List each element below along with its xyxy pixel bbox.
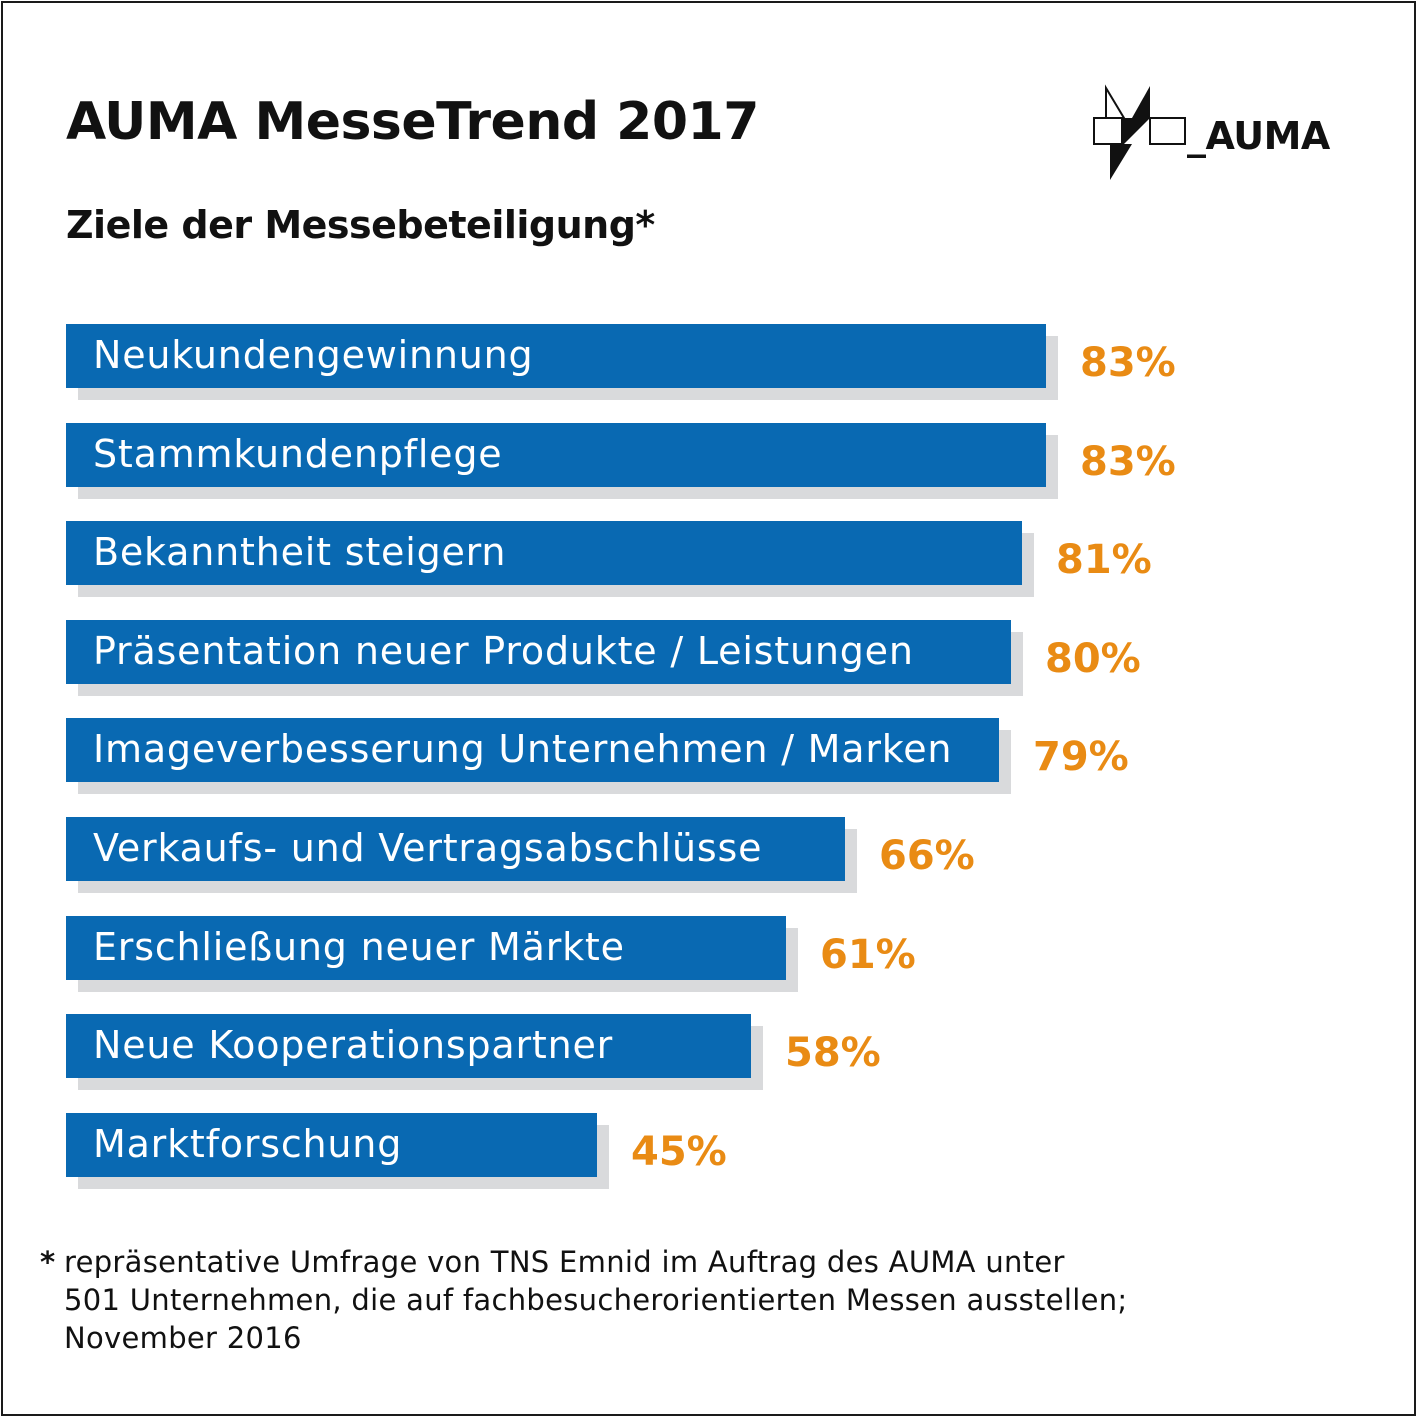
bar-category-label: Erschließung neuer Märkte <box>93 925 625 969</box>
chart-subtitle: Ziele der Messebeteiligung* <box>66 203 655 247</box>
bar-value-label: 80% <box>1045 636 1141 682</box>
footnote-line: repräsentative Umfrage von TNS Emnid im … <box>64 1245 1065 1279</box>
chart-title: AUMA MesseTrend 2017 <box>66 92 759 152</box>
bar <box>66 817 845 881</box>
bar-value-label: 66% <box>879 833 975 879</box>
bar-value-label: 45% <box>631 1129 727 1175</box>
bar-value-label: 81% <box>1056 537 1152 583</box>
bar-category-label: Neukundengewinnung <box>93 333 534 377</box>
bar-value-label: 79% <box>1033 734 1129 780</box>
bar-value-label: 61% <box>820 932 916 978</box>
footnote: * repräsentative Umfrage von TNS Emnid i… <box>40 1243 1127 1357</box>
bar-value-label: 83% <box>1080 340 1176 386</box>
bar-category-label: Verkaufs- und Vertragsabschlüsse <box>93 826 763 870</box>
bar <box>66 916 786 980</box>
bar-category-label: Neue Kooperationspartner <box>93 1023 614 1067</box>
auma-logo-text: _AUMA <box>1187 114 1330 158</box>
bar <box>66 718 999 782</box>
auma-logo-mark-icon <box>1093 84 1186 180</box>
footnote-star: * <box>40 1245 56 1279</box>
bar <box>66 423 1046 487</box>
bar <box>66 521 1022 585</box>
auma-logo: _AUMA <box>1090 84 1330 184</box>
bar-category-label: Imageverbesserung Unternehmen / Marken <box>93 727 953 771</box>
bar <box>66 324 1046 388</box>
bar-category-label: Stammkundenpflege <box>93 432 503 476</box>
bar <box>66 1113 597 1177</box>
bar-category-label: Präsentation neuer Produkte / Leistungen <box>93 629 914 673</box>
bar-value-label: 58% <box>785 1030 881 1076</box>
bar-value-label: 83% <box>1080 439 1176 485</box>
bar <box>66 1014 751 1078</box>
bar-category-label: Marktforschung <box>93 1122 403 1166</box>
footnote-line: 501 Unternehmen, die auf fachbesucherori… <box>64 1283 1128 1317</box>
bar <box>66 620 1011 684</box>
footnote-line: November 2016 <box>64 1321 302 1355</box>
bar-category-label: Bekanntheit steigern <box>93 530 507 574</box>
